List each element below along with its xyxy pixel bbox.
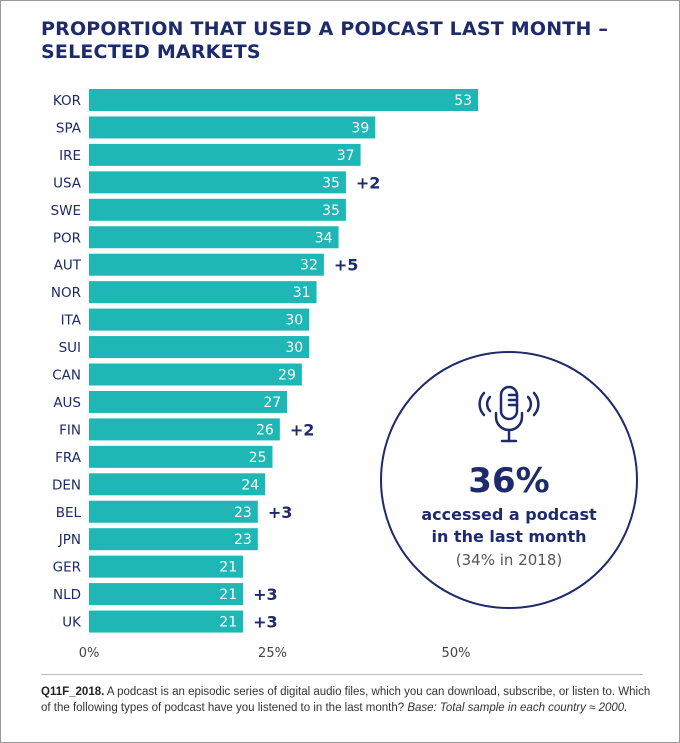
callout-line-2: in the last month <box>431 527 587 546</box>
footnote-code: Q11F_2018. <box>41 686 105 698</box>
footnote-text: A podcast is an episodic series of digit… <box>41 686 651 714</box>
data-label: 23 <box>234 505 252 521</box>
data-label: 31 <box>293 285 311 301</box>
x-tick-label: 50% <box>442 646 471 661</box>
category-label: NLD <box>53 587 81 603</box>
category-label: GER <box>53 560 81 576</box>
data-label: 30 <box>285 340 303 356</box>
bar <box>89 226 339 249</box>
data-label: 35 <box>322 175 340 191</box>
data-label: 29 <box>278 368 296 384</box>
bar <box>89 390 288 413</box>
change-label: +3 <box>268 503 293 522</box>
change-label: +2 <box>356 173 381 192</box>
data-label: 32 <box>300 258 318 274</box>
category-label: USA <box>53 175 82 191</box>
bar <box>89 418 280 441</box>
bar <box>89 363 302 386</box>
bar <box>89 528 258 551</box>
title-line-1: PROPORTION THAT USED A PODCAST LAST MONT… <box>41 18 609 40</box>
data-label: 25 <box>249 450 267 466</box>
category-label: KOR <box>53 93 81 109</box>
bar <box>89 143 361 166</box>
data-label: 21 <box>219 560 237 576</box>
callout-line-3: (34% in 2018) <box>455 551 563 569</box>
footnote-base: Base: Total sample in each country ≈ 200… <box>407 702 628 714</box>
callout-line-1: accessed a podcast <box>421 505 597 524</box>
bar <box>89 253 324 276</box>
bar <box>89 445 273 468</box>
bar <box>89 500 258 523</box>
data-label: 53 <box>454 93 472 109</box>
x-tick-label: 25% <box>258 646 287 661</box>
category-label: POR <box>53 230 81 246</box>
category-label: UK <box>62 615 82 631</box>
category-label: FIN <box>59 422 81 438</box>
bar <box>89 89 479 111</box>
microphone-icon <box>478 385 540 443</box>
bar <box>89 555 244 578</box>
category-label: NOR <box>51 285 81 301</box>
x-tick-label: 0% <box>79 646 100 661</box>
category-label: FRA <box>55 450 82 466</box>
change-label: +2 <box>290 420 315 439</box>
data-label: 23 <box>234 532 252 548</box>
callout-circle: 36% accessed a podcast in the last month… <box>380 351 638 609</box>
bar <box>89 116 376 139</box>
bar <box>89 308 310 331</box>
change-label: +3 <box>253 585 278 604</box>
data-label: 26 <box>256 422 274 438</box>
bar <box>89 610 244 633</box>
category-label: DEN <box>52 477 81 493</box>
bar <box>89 583 244 606</box>
data-label: 39 <box>351 120 369 136</box>
data-label: 37 <box>337 148 355 164</box>
change-label: +5 <box>334 256 359 275</box>
category-label: AUT <box>54 258 82 274</box>
data-label: 35 <box>322 203 340 219</box>
data-label: 27 <box>263 395 281 411</box>
data-label: 21 <box>219 587 237 603</box>
divider <box>41 674 643 675</box>
data-label: 24 <box>241 477 259 493</box>
callout-value: 36% <box>468 461 550 501</box>
category-label: SPA <box>56 120 82 136</box>
category-label: SWE <box>51 203 81 219</box>
data-label: 21 <box>219 615 237 631</box>
change-label: +3 <box>253 613 278 632</box>
category-label: ITA <box>61 313 82 329</box>
bar <box>89 336 310 359</box>
bar <box>89 171 346 194</box>
category-label: CAN <box>52 368 81 384</box>
bar <box>89 198 346 221</box>
data-label: 34 <box>315 230 333 246</box>
title-line-2: SELECTED MARKETS <box>41 41 261 63</box>
footnote: Q11F_2018. A podcast is an episodic seri… <box>41 684 651 716</box>
bar <box>89 473 266 496</box>
category-label: IRE <box>59 148 81 164</box>
bar <box>89 281 317 304</box>
data-label: 30 <box>285 313 303 329</box>
category-label: AUS <box>53 395 81 411</box>
category-label: BEL <box>56 505 82 521</box>
bar-chart: KOR 53 SPA 39 IRE 37 USA 35 +2 SWE 35 POR 34 AUT 32 +5 N… <box>51 89 479 661</box>
chart-title: PROPORTION THAT USED A PODCAST LAST MONT… <box>41 18 641 64</box>
category-label: JPN <box>58 532 81 548</box>
category-label: SUI <box>59 340 81 356</box>
